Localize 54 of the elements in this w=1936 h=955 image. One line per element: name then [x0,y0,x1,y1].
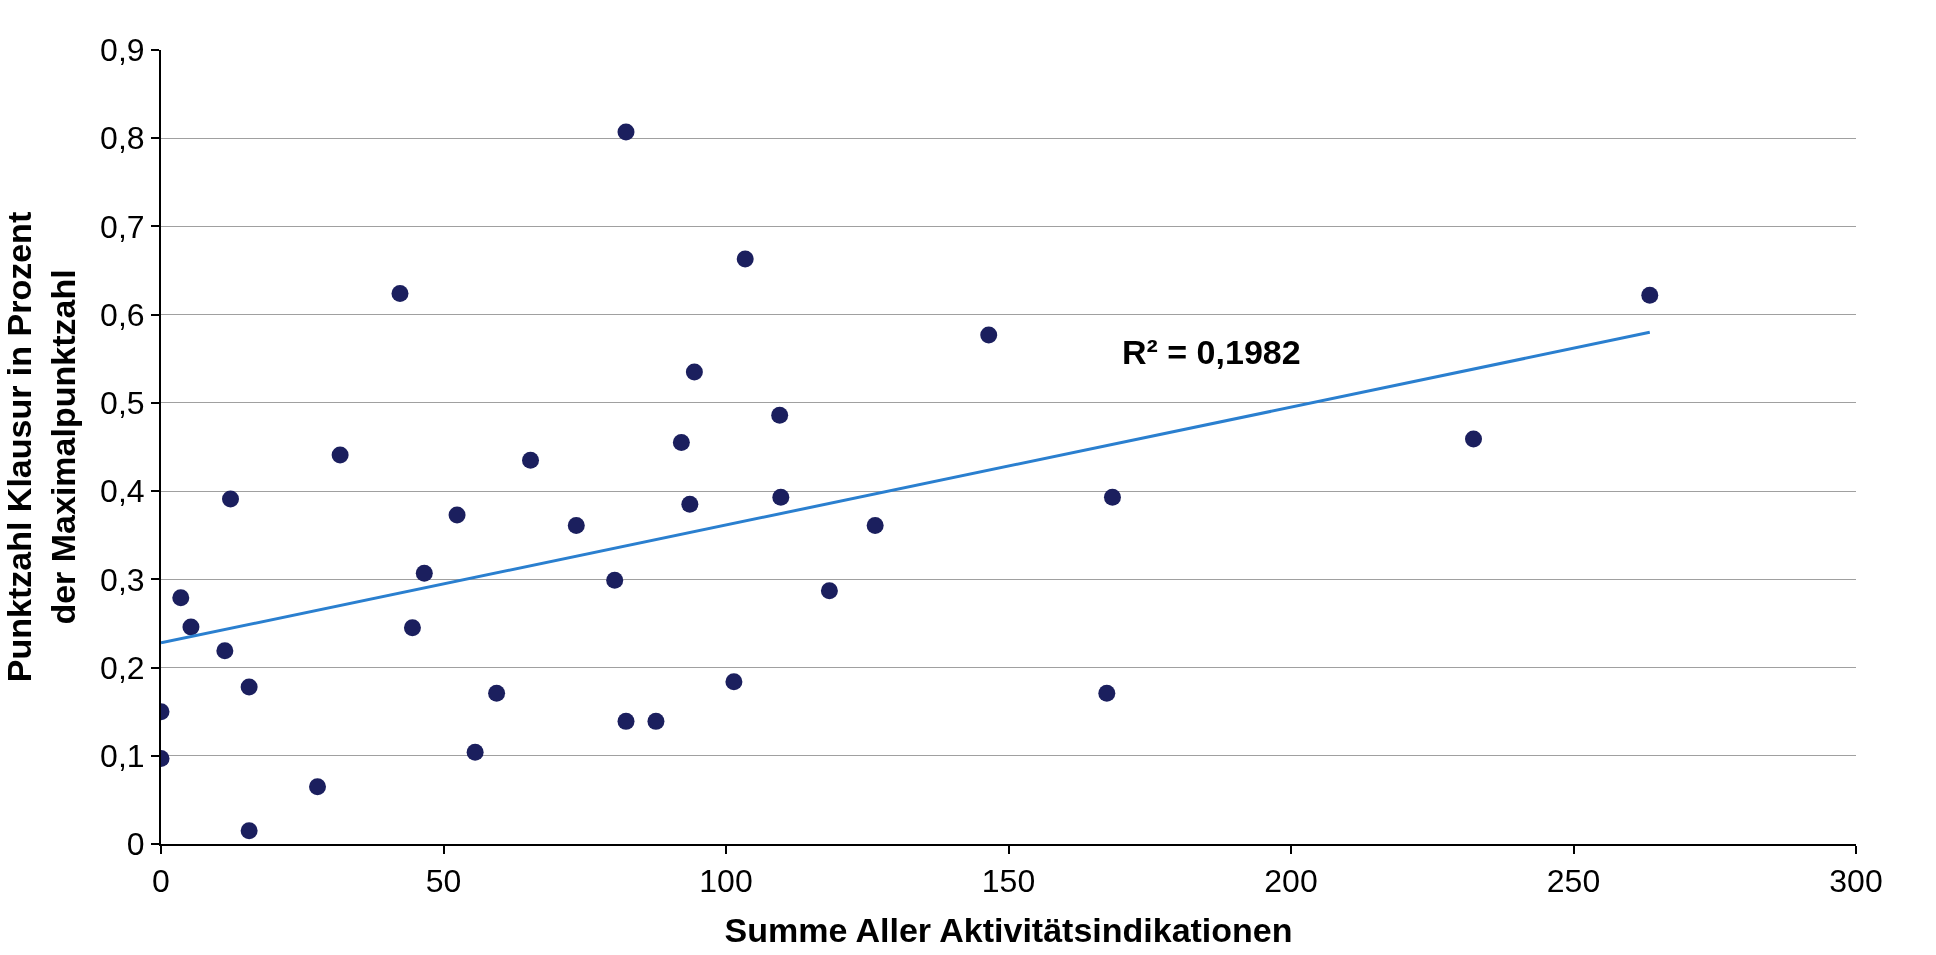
point [736,250,754,268]
point [448,506,466,524]
point [415,564,433,582]
point [403,619,421,637]
point [522,451,540,469]
point [685,363,703,381]
point [617,123,635,141]
y-tick-label: 0,4 [100,473,145,510]
y-tick-label: 0 [126,826,145,863]
x-tick-label: 300 [1829,863,1883,900]
point [216,642,234,660]
point [309,778,327,796]
point [391,284,409,302]
point [172,589,190,607]
x-tick-label: 50 [425,863,462,900]
y-tick-label: 0,9 [100,32,145,69]
point [1103,488,1121,506]
x-tick-label: 150 [981,863,1036,900]
point [1465,430,1482,448]
point [222,490,239,508]
point [681,495,699,513]
y-tick-label: 0,5 [100,385,145,422]
point [617,712,635,730]
point [980,326,998,344]
point [331,446,349,464]
x-tick-label: 200 [1264,863,1318,900]
x-tick-label: 100 [699,863,753,900]
y-tick-label: 0,2 [100,649,145,686]
y-tick-label: 0,6 [100,296,145,333]
point [725,673,743,691]
point [466,743,484,761]
x-tick-label: 0 [152,863,170,900]
point [1641,286,1659,304]
point [488,684,506,702]
annotation: R² = 0,1982 [1122,333,1301,371]
x-axis-title: Summe Aller Aktivitätsindikationen [724,911,1293,950]
point [606,571,624,589]
point [647,712,665,730]
point [772,488,790,506]
x-tick-label: 250 [1546,863,1601,900]
point [240,678,258,696]
point [567,517,585,535]
y-tick-label: 0,1 [100,737,145,774]
point [1098,684,1116,702]
y-tick-label: 0,7 [100,208,145,245]
point [820,582,838,600]
y-tick-label: 0,8 [100,120,145,157]
point [182,618,200,636]
point [672,434,690,452]
point [240,822,258,840]
point [771,406,789,424]
y-axis-title: Punktzahl Klausur in Prozent der Maximalpunktzahl [0,211,83,683]
y-tick-label: 0,3 [100,561,145,598]
point [866,517,884,535]
